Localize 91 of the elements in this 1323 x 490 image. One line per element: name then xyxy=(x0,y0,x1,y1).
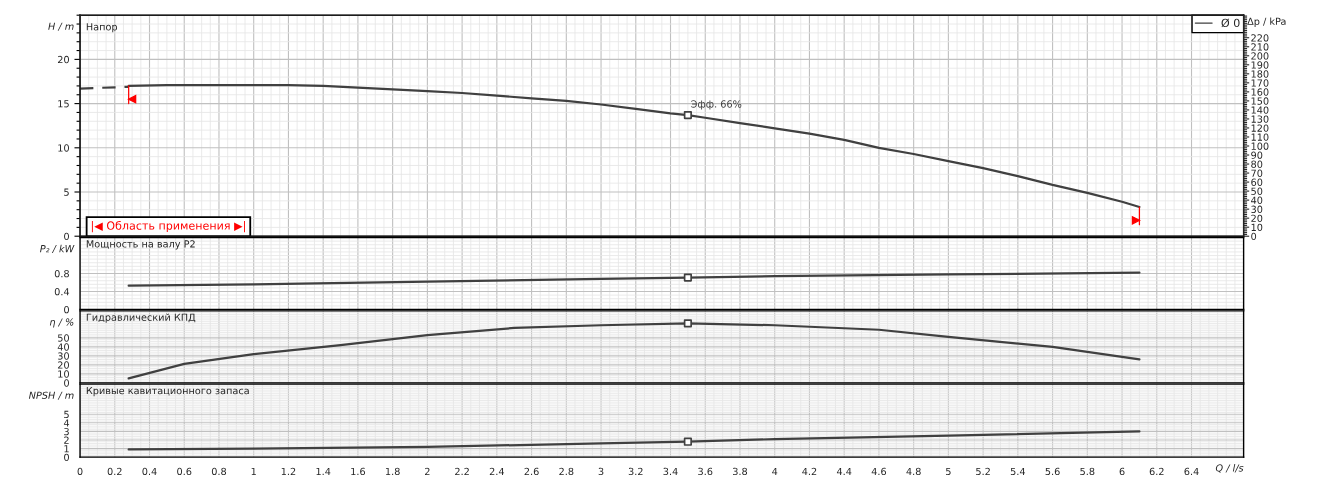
x-tick-label: 1.6 xyxy=(351,467,366,476)
y-tick-label: 50 xyxy=(58,334,69,342)
y2-tick-label: 180 xyxy=(1251,70,1269,78)
y-axis-title: P₂ / kW xyxy=(40,244,75,254)
x-tick-label: 0 xyxy=(77,467,83,476)
x-tick-label: 0.4 xyxy=(142,467,157,476)
y-tick-label: 20 xyxy=(57,361,69,369)
y2-tick-label: 190 xyxy=(1251,61,1269,69)
x-tick-label: 3.8 xyxy=(732,467,748,476)
x-tick-label: 1.2 xyxy=(281,467,296,475)
x-axis-title: Q / l/s xyxy=(1215,464,1244,473)
x-tick-label: 5.8 xyxy=(1080,467,1095,476)
y2-tick-label: 220 xyxy=(1251,34,1269,42)
y-tick-label: 0.4 xyxy=(54,288,70,296)
x-tick-label: 6.4 xyxy=(1184,467,1199,476)
y2-tick-label: 20 xyxy=(1251,214,1263,222)
y-axis-title: H / m xyxy=(48,22,74,31)
x-tick-label: 5.2 xyxy=(976,467,990,476)
chart-title: Гидравлический КПД xyxy=(86,313,196,323)
y-tick-label: 0.8 xyxy=(54,270,69,278)
y2-tick-label: 60 xyxy=(1251,178,1263,186)
x-tick-label: 6 xyxy=(1119,467,1125,476)
x-tick-label: 0.6 xyxy=(177,467,192,476)
y-tick-label: 0 xyxy=(64,379,69,387)
x-tick-label: 2.4 xyxy=(489,467,505,475)
y2-tick-label: 200 xyxy=(1251,52,1269,60)
y2-axis-title: Δp / kPa xyxy=(1247,17,1286,27)
x-tick-label: 3.6 xyxy=(698,467,713,476)
y2-tick-label: 70 xyxy=(1251,169,1263,177)
y-axis-title: NPSH / m xyxy=(28,391,74,400)
y2-tick-label: 0 xyxy=(1251,232,1257,241)
x-tick-label: 1 xyxy=(251,467,256,475)
annotation: |◀ Область применения ▶| xyxy=(91,220,245,233)
x-tick-label: 5 xyxy=(946,467,951,476)
y-tick-label: 0 xyxy=(64,453,69,461)
y-tick-label: 0 xyxy=(64,306,69,314)
y2-tick-label: 30 xyxy=(1251,205,1263,213)
y2-tick-label: 210 xyxy=(1251,43,1269,51)
y-axis-title: η / % xyxy=(49,318,74,328)
x-tick-label: 3.2 xyxy=(628,467,643,476)
x-tick-label: 3 xyxy=(598,467,604,476)
legend-label: Ø 0 xyxy=(1221,18,1240,28)
x-tick-label: 1.4 xyxy=(316,467,331,475)
y-tick-label: 0 xyxy=(64,232,69,241)
y2-tick-label: 110 xyxy=(1251,133,1269,141)
y2-tick-label: 100 xyxy=(1251,142,1269,150)
y-tick-label: 1 xyxy=(64,445,69,453)
x-tick-label: 5.4 xyxy=(1010,467,1026,476)
annotation: Эфф. 66% xyxy=(691,100,742,110)
y2-tick-label: 140 xyxy=(1251,106,1269,114)
x-tick-label: 5.6 xyxy=(1045,467,1060,476)
line-series xyxy=(127,430,1141,451)
x-tick-label: 3.4 xyxy=(663,467,678,476)
x-tick-label: 2.2 xyxy=(455,467,469,475)
x-tick-label: 4.8 xyxy=(906,467,921,476)
chart-title: Кривые кавитационного запаса xyxy=(86,387,249,397)
x-tick-label: 4.4 xyxy=(836,467,852,475)
y2-tick-label: 120 xyxy=(1251,124,1269,132)
y-tick-label: 15 xyxy=(58,100,69,108)
y2-tick-label: 40 xyxy=(1251,196,1263,204)
x-tick-label: 2.8 xyxy=(559,467,574,476)
x-tick-label: 6.2 xyxy=(1149,467,1164,476)
y2-tick-label: 10 xyxy=(1251,223,1263,232)
y2-tick-label: 170 xyxy=(1251,79,1269,87)
y-tick-label: 3 xyxy=(64,427,69,436)
x-tick-label: 4.6 xyxy=(871,467,887,476)
y-tick-label: 10 xyxy=(58,370,69,378)
x-tick-label: 0.2 xyxy=(107,467,122,476)
y-tick-label: 30 xyxy=(57,352,69,360)
y2-tick-label: 130 xyxy=(1251,115,1269,123)
line-series xyxy=(127,271,1141,287)
x-tick-label: 4 xyxy=(772,467,778,475)
y-tick-label: 20 xyxy=(57,55,69,64)
chart-title: Мощность на валу P2 xyxy=(86,240,195,250)
y-tick-label: 10 xyxy=(58,144,69,152)
y-tick-label: 4 xyxy=(63,419,70,427)
y2-tick-label: 150 xyxy=(1251,97,1269,105)
y-tick-label: 40 xyxy=(57,343,69,351)
x-tick-label: 2.6 xyxy=(524,467,539,476)
y-tick-label: 5 xyxy=(64,188,69,196)
text: Напор xyxy=(86,23,118,33)
y-tick-label: 2 xyxy=(64,436,69,444)
y2-tick-label: 50 xyxy=(1251,187,1263,195)
y2-tick-label: 80 xyxy=(1251,160,1263,168)
y-tick-label: 5 xyxy=(64,410,69,419)
y2-tick-label: 160 xyxy=(1251,88,1269,96)
x-tick-label: 1.8 xyxy=(385,467,400,476)
y2-tick-label: 90 xyxy=(1251,151,1263,159)
x-tick-label: 0.8 xyxy=(211,467,227,476)
x-tick-label: 2 xyxy=(425,467,430,475)
x-tick-label: 4.2 xyxy=(802,467,817,475)
